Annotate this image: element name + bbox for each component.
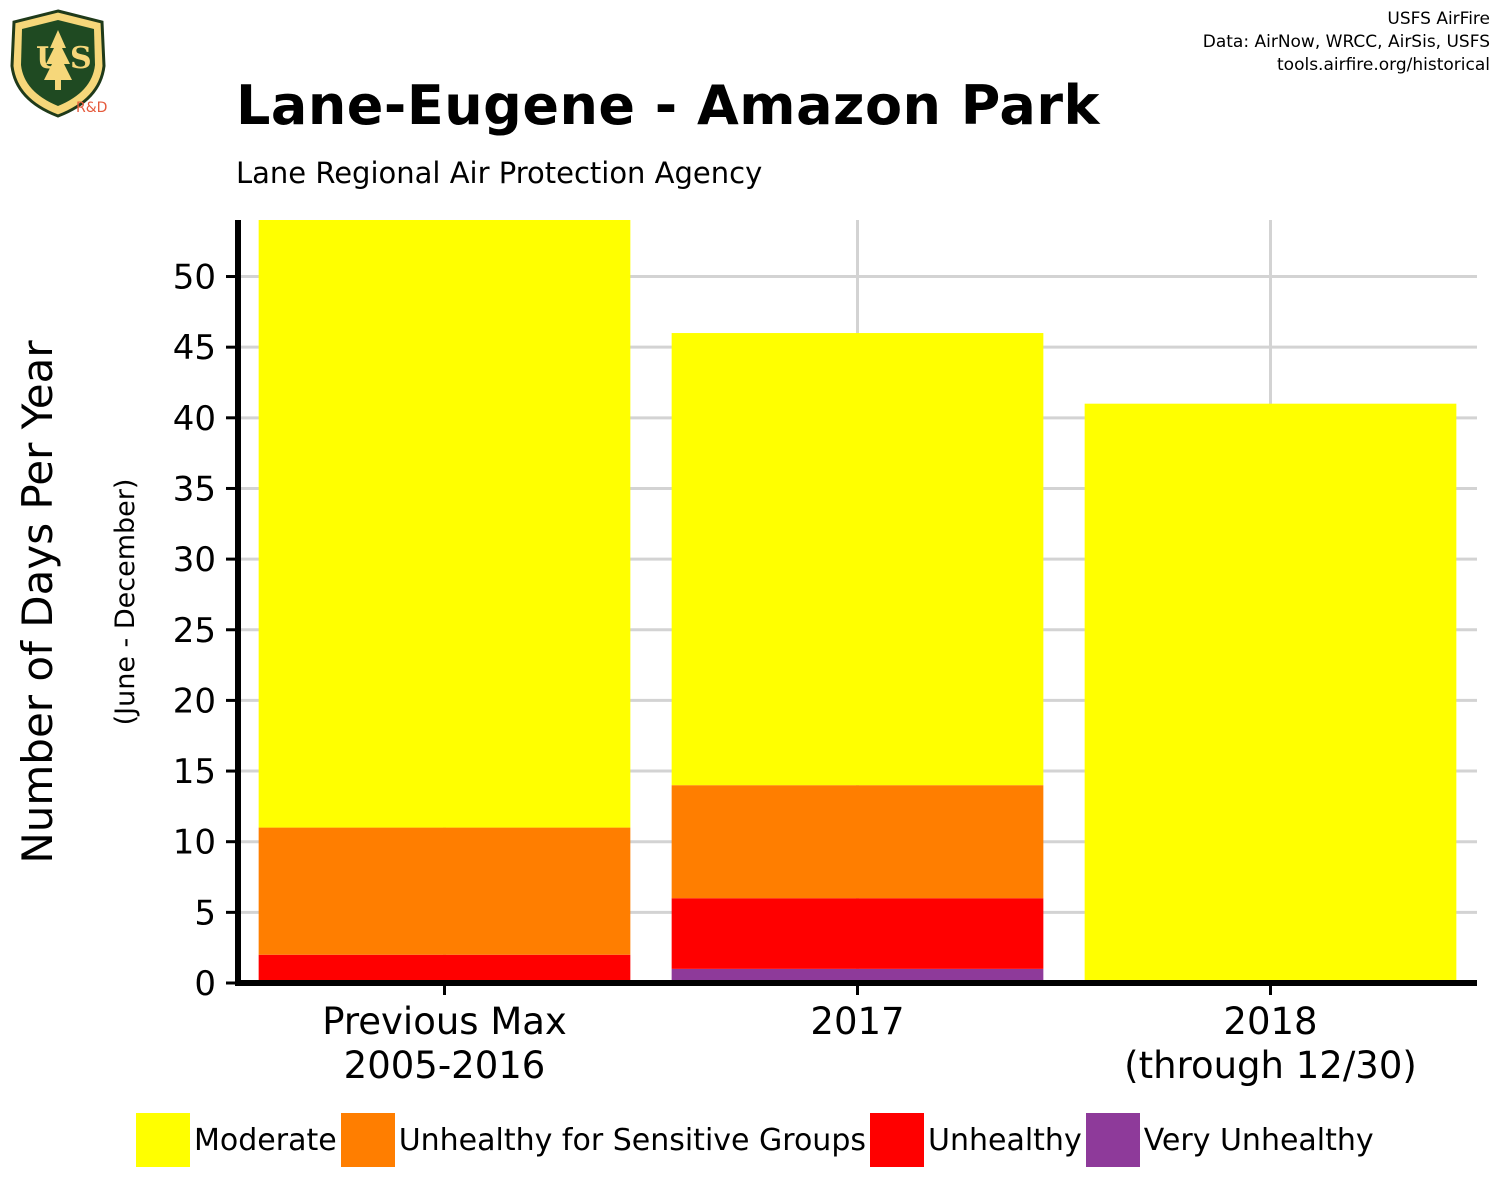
y-tick-labels: 0 5 10 15 20 25 30 35 40 45 50 [173,258,216,1004]
bar-segment [258,220,631,828]
y-tick-label: 5 [194,893,216,933]
credit-line: tools.airfire.org/historical [1277,55,1490,75]
svg-text:U: U [36,41,62,76]
x-tick-label: 2018 [1223,1000,1317,1043]
legend-item-usg: Unhealthy for Sensitive Groups [340,1113,866,1167]
y-tick-label: 15 [173,752,216,792]
legend-swatch [1085,1113,1140,1167]
bar-segment [1084,403,1457,983]
legend: Moderate Unhealthy for Sensitive Groups … [136,1112,1378,1168]
bar-segment [258,954,631,983]
chart-title: Lane-Eugene - Amazon Park [236,74,1100,137]
axes [226,220,1477,995]
credit-line: USFS AirFire [1387,9,1490,29]
legend-label: Very Unhealthy [1143,1122,1374,1158]
bar-segment [258,827,631,955]
y-tick-label: 25 [173,611,216,651]
legend-label: Unhealthy for Sensitive Groups [398,1122,866,1158]
y-tick-label: 20 [173,681,216,721]
legend-label: Moderate [194,1122,337,1158]
x-tick-label: 2017 [810,1000,904,1043]
credit-line: Data: AirNow, WRCC, AirSis, USFS [1202,32,1490,52]
bar-segment [671,785,1044,899]
y-tick-label: 10 [173,823,216,863]
y-tick-label: 50 [173,258,216,298]
legend-swatch [870,1113,924,1167]
legend-label: Unhealthy [928,1122,1082,1158]
x-tick-label: Previous Max [322,1000,567,1043]
y-axis-sublabel: (June - December) [110,479,141,726]
y-axis-label: Number of Days Per Year [13,340,62,864]
credit-block: USFS AirFire Data: AirNow, WRCC, AirSis,… [1203,8,1490,77]
y-tick-label: 35 [173,469,216,509]
stacked-bar-chart: 0 5 10 15 20 25 30 35 40 45 50 Previous Max2005-20… [13,220,1477,1087]
y-tick-label: 45 [173,328,216,368]
bars [258,220,1457,983]
legend-item-very-unhealthy: Very Unhealthy [1085,1113,1374,1167]
x-tick-label: 2005-2016 [344,1044,546,1087]
legend-item-moderate: Moderate [136,1113,337,1167]
legend-item-unhealthy: Unhealthy [870,1113,1082,1167]
chart-subtitle: Lane Regional Air Protection Agency [236,156,763,190]
y-tick-label: 0 [194,964,216,1004]
y-tick-label: 30 [173,540,216,580]
legend-swatch [340,1113,395,1167]
bar-segment [671,333,1044,786]
legend-swatch [136,1113,190,1167]
bar-segment [671,898,1044,969]
bar-segment [671,968,1044,983]
rd-tag: R&D [76,100,107,116]
usfs-logo: U S R&D [6,8,110,120]
x-tick-label: (through 12/30) [1124,1044,1417,1087]
svg-text:S: S [70,41,92,76]
y-tick-label: 40 [173,399,216,439]
usfs-shield-icon: U S R&D [10,9,107,118]
